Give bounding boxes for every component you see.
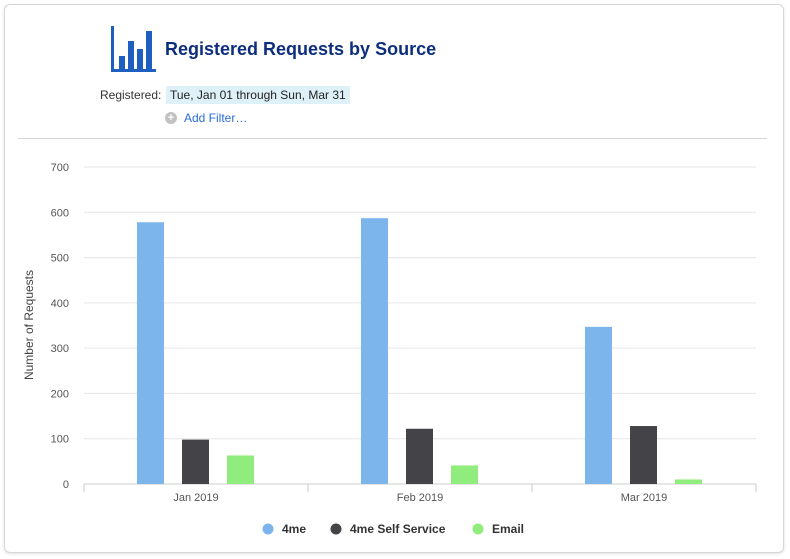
legend-item[interactable]: 4me Self Service — [350, 522, 446, 536]
filter-label: Registered: — [100, 88, 162, 102]
legend[interactable]: 4me 4me Self Service Email — [262, 522, 525, 536]
bar-email-mar-2019[interactable] — [675, 479, 702, 484]
bar-4me-self-service-jan-2019[interactable] — [182, 439, 209, 484]
bar-email-jan-2019[interactable] — [227, 455, 254, 484]
add-filter-link[interactable]: + Add Filter… — [165, 110, 247, 126]
y-tick-label: 100 — [51, 434, 69, 446]
x-tick-label: Jan 2019 — [173, 492, 218, 504]
bars — [137, 218, 702, 484]
bar-4me-self-service-mar-2019[interactable] — [630, 426, 657, 484]
gridlines — [84, 166, 756, 440]
plus-circle-icon: + — [165, 112, 177, 124]
bar-4me-mar-2019[interactable] — [585, 326, 612, 484]
y-tick-label: 200 — [51, 388, 69, 400]
axis-labels: 0 100 200 300 400 500 600 700 Jan 2019 Feb 2019 Ma… — [51, 162, 668, 504]
legend-item[interactable]: 4me — [282, 522, 306, 536]
y-tick-label: 300 — [51, 343, 69, 355]
y-axis-title: Number of Requests — [22, 270, 36, 380]
report-title: Registered Requests by Source — [165, 39, 437, 59]
divider — [18, 138, 767, 139]
bar-4me-feb-2019[interactable] — [361, 218, 388, 484]
y-tick-label: 400 — [51, 298, 69, 310]
legend-marker — [262, 523, 274, 535]
y-tick-label: 0 — [63, 479, 69, 491]
legend-item[interactable]: Email — [492, 522, 524, 536]
x-axis — [83, 483, 757, 492]
date-range-filter[interactable]: Tue, Jan 01 through Sun, Mar 31 — [166, 86, 350, 104]
bar-4me-jan-2019[interactable] — [137, 222, 164, 484]
legend-marker — [330, 523, 342, 535]
x-tick-label: Feb 2019 — [397, 492, 443, 504]
y-tick-label: 700 — [51, 162, 69, 174]
bar-email-feb-2019[interactable] — [451, 465, 478, 484]
x-tick-label: Mar 2019 — [621, 492, 667, 504]
add-filter-label: Add Filter… — [184, 111, 248, 125]
bar-chart-icon — [111, 26, 156, 72]
legend-marker — [472, 523, 484, 535]
y-tick-label: 600 — [51, 207, 69, 219]
bar-4me-self-service-feb-2019[interactable] — [406, 428, 433, 484]
y-tick-label: 500 — [51, 253, 69, 265]
